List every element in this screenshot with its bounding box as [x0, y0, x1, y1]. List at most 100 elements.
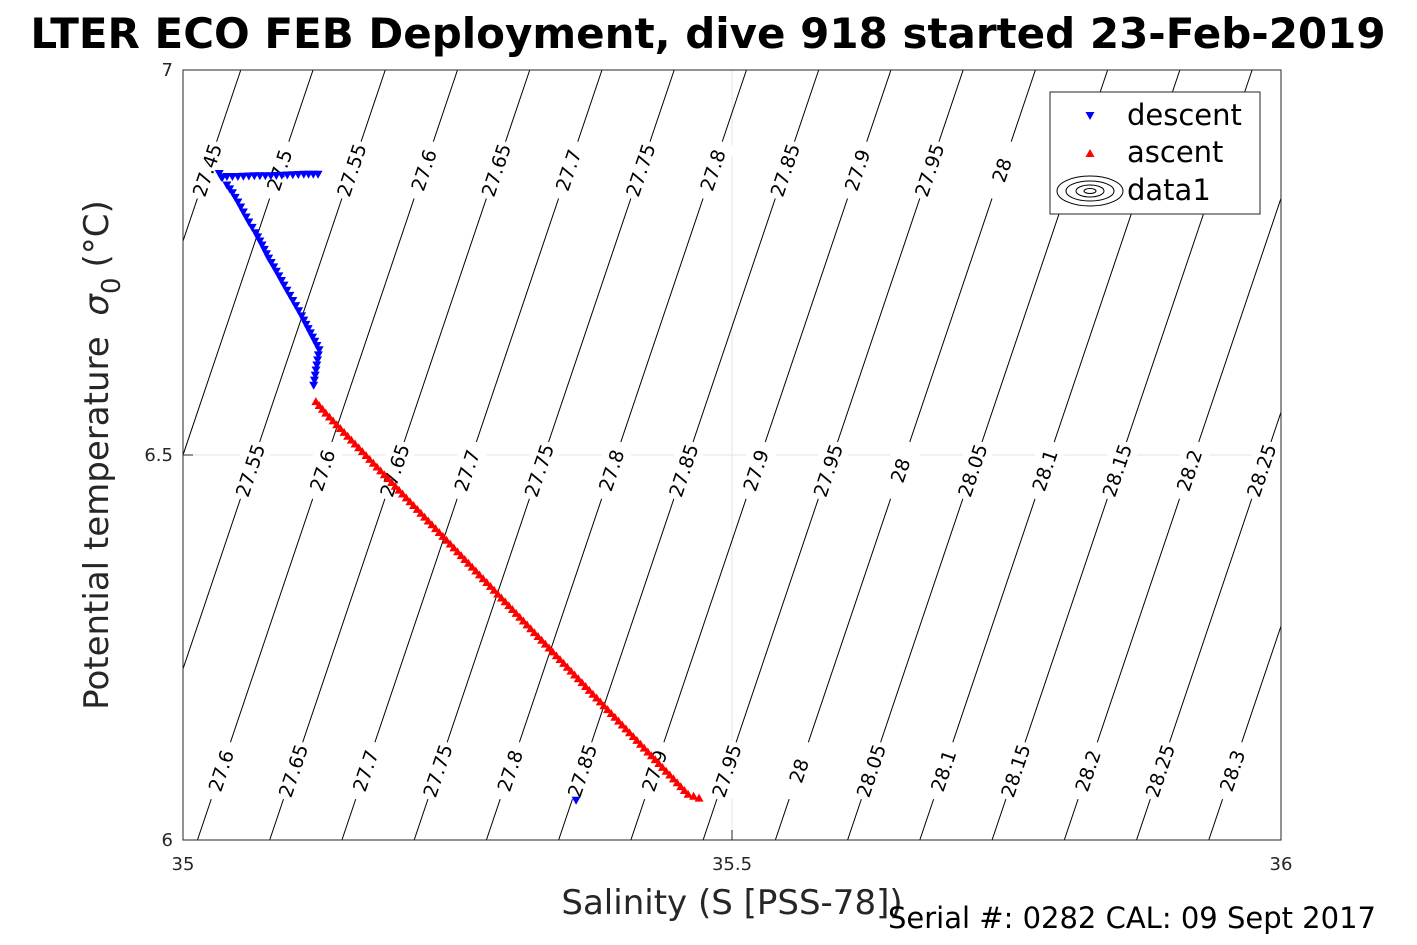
ascent-point: [570, 670, 580, 679]
descent-point: [227, 189, 237, 198]
ascent-point: [398, 489, 408, 498]
ascent-point: [354, 443, 364, 452]
ascent-point: [537, 635, 547, 644]
contour-label-bg: [762, 137, 808, 204]
ascent-point: [646, 751, 656, 760]
ascent-point: [668, 774, 678, 783]
ascent-point: [401, 493, 411, 502]
ascent-point: [357, 447, 367, 456]
ascent-point: [500, 597, 510, 606]
descent-point: [291, 302, 301, 311]
ascent-point: [689, 791, 699, 800]
ascent-point: [365, 454, 375, 463]
ascent-point: [672, 778, 682, 787]
descent-point: [311, 366, 321, 375]
descent-point: [269, 263, 279, 272]
ascent-point: [321, 408, 331, 417]
ascent-point: [471, 566, 481, 575]
ascent-point: [584, 685, 594, 694]
descent-point: [236, 203, 246, 212]
contour-label-bg: [660, 437, 707, 504]
ascent-point: [559, 658, 569, 667]
contour-label-bg: [949, 437, 996, 504]
ascent-point: [522, 620, 532, 629]
descent-point: [313, 351, 323, 360]
ascent-point: [372, 462, 382, 471]
ascent-point: [387, 477, 397, 486]
descent-point: [301, 320, 311, 329]
descent-point: [253, 233, 263, 242]
descent-point: [285, 291, 295, 300]
contour-label-bg: [588, 437, 635, 504]
contour-label-bg: [1166, 437, 1212, 504]
ascent-point: [335, 424, 345, 433]
contour-label-bg: [1209, 737, 1256, 804]
descent-point: [247, 223, 257, 232]
ascent-point: [518, 616, 528, 625]
ascent-point: [548, 647, 558, 656]
ascent-point: [489, 585, 499, 594]
ascent-point: [394, 485, 404, 494]
legend-descent-label: descent: [1127, 98, 1242, 132]
descent-point: [261, 250, 271, 259]
descent-point: [308, 333, 318, 342]
ascent-point: [614, 716, 624, 725]
y-axis-label: Potential temperature: [77, 336, 117, 709]
ascent-point: [639, 743, 649, 752]
ascent-point: [603, 705, 613, 714]
ascent-point: [467, 562, 477, 571]
contour-label-bg: [516, 437, 562, 504]
ascent-point: [324, 412, 334, 421]
ascent-point: [390, 481, 400, 490]
x-axis-label: Salinity (S [PSS-78]): [561, 883, 902, 923]
data-points: [214, 169, 704, 805]
descent-point: [276, 276, 286, 285]
ascent-point: [339, 427, 349, 436]
contour-label-bg: [906, 137, 953, 204]
descent-point: [274, 272, 284, 281]
ascent-point: [683, 789, 693, 798]
x-tick-label: 36: [1270, 854, 1293, 875]
descent-point: [238, 208, 248, 217]
legend-descent-marker: [1085, 112, 1095, 120]
descent-point: [310, 337, 320, 346]
ascent-point: [654, 759, 664, 767]
legend-ascent-marker: [1085, 149, 1095, 157]
contour-label-bg: [371, 437, 418, 504]
contour-label-bg: [1094, 437, 1140, 504]
ascent-point: [577, 678, 587, 687]
ascent-point: [562, 662, 572, 671]
contour-label-bg: [486, 737, 533, 804]
chart-title: LTER ECO FEB Deployment, dive 918 starte…: [30, 9, 1385, 58]
ascent-point: [511, 608, 521, 617]
y-tick-label: 7: [162, 60, 173, 81]
ascent-point: [588, 689, 598, 698]
ascent-point: [643, 747, 653, 756]
descent-point: [233, 198, 243, 207]
descent-point: [279, 281, 289, 290]
ascent-point: [507, 605, 517, 613]
ascent-point: [420, 512, 430, 521]
ascent-point: [540, 639, 550, 648]
descent-point: [282, 286, 292, 295]
contour-label-bg: [877, 437, 924, 504]
descent-point: [244, 218, 254, 227]
contour-label-bg: [920, 737, 967, 804]
descent-point: [312, 342, 322, 351]
contour-label-bg: [443, 437, 490, 504]
ascent-point: [383, 474, 393, 483]
y-tick-label: 6: [162, 830, 173, 851]
ascent-point: [431, 524, 441, 533]
contour-label-bg: [559, 737, 605, 804]
density-contour-line: [1280, 838, 1281, 840]
ascent-point: [423, 516, 433, 525]
ascent-point: [617, 720, 627, 729]
ascent-point: [551, 651, 561, 660]
descent-point: [313, 356, 323, 365]
contour-label-bg: [256, 137, 303, 204]
ascent-point: [449, 543, 459, 552]
ascent-point: [679, 785, 689, 794]
ascent-point: [445, 539, 455, 548]
ascent-point: [581, 682, 591, 690]
